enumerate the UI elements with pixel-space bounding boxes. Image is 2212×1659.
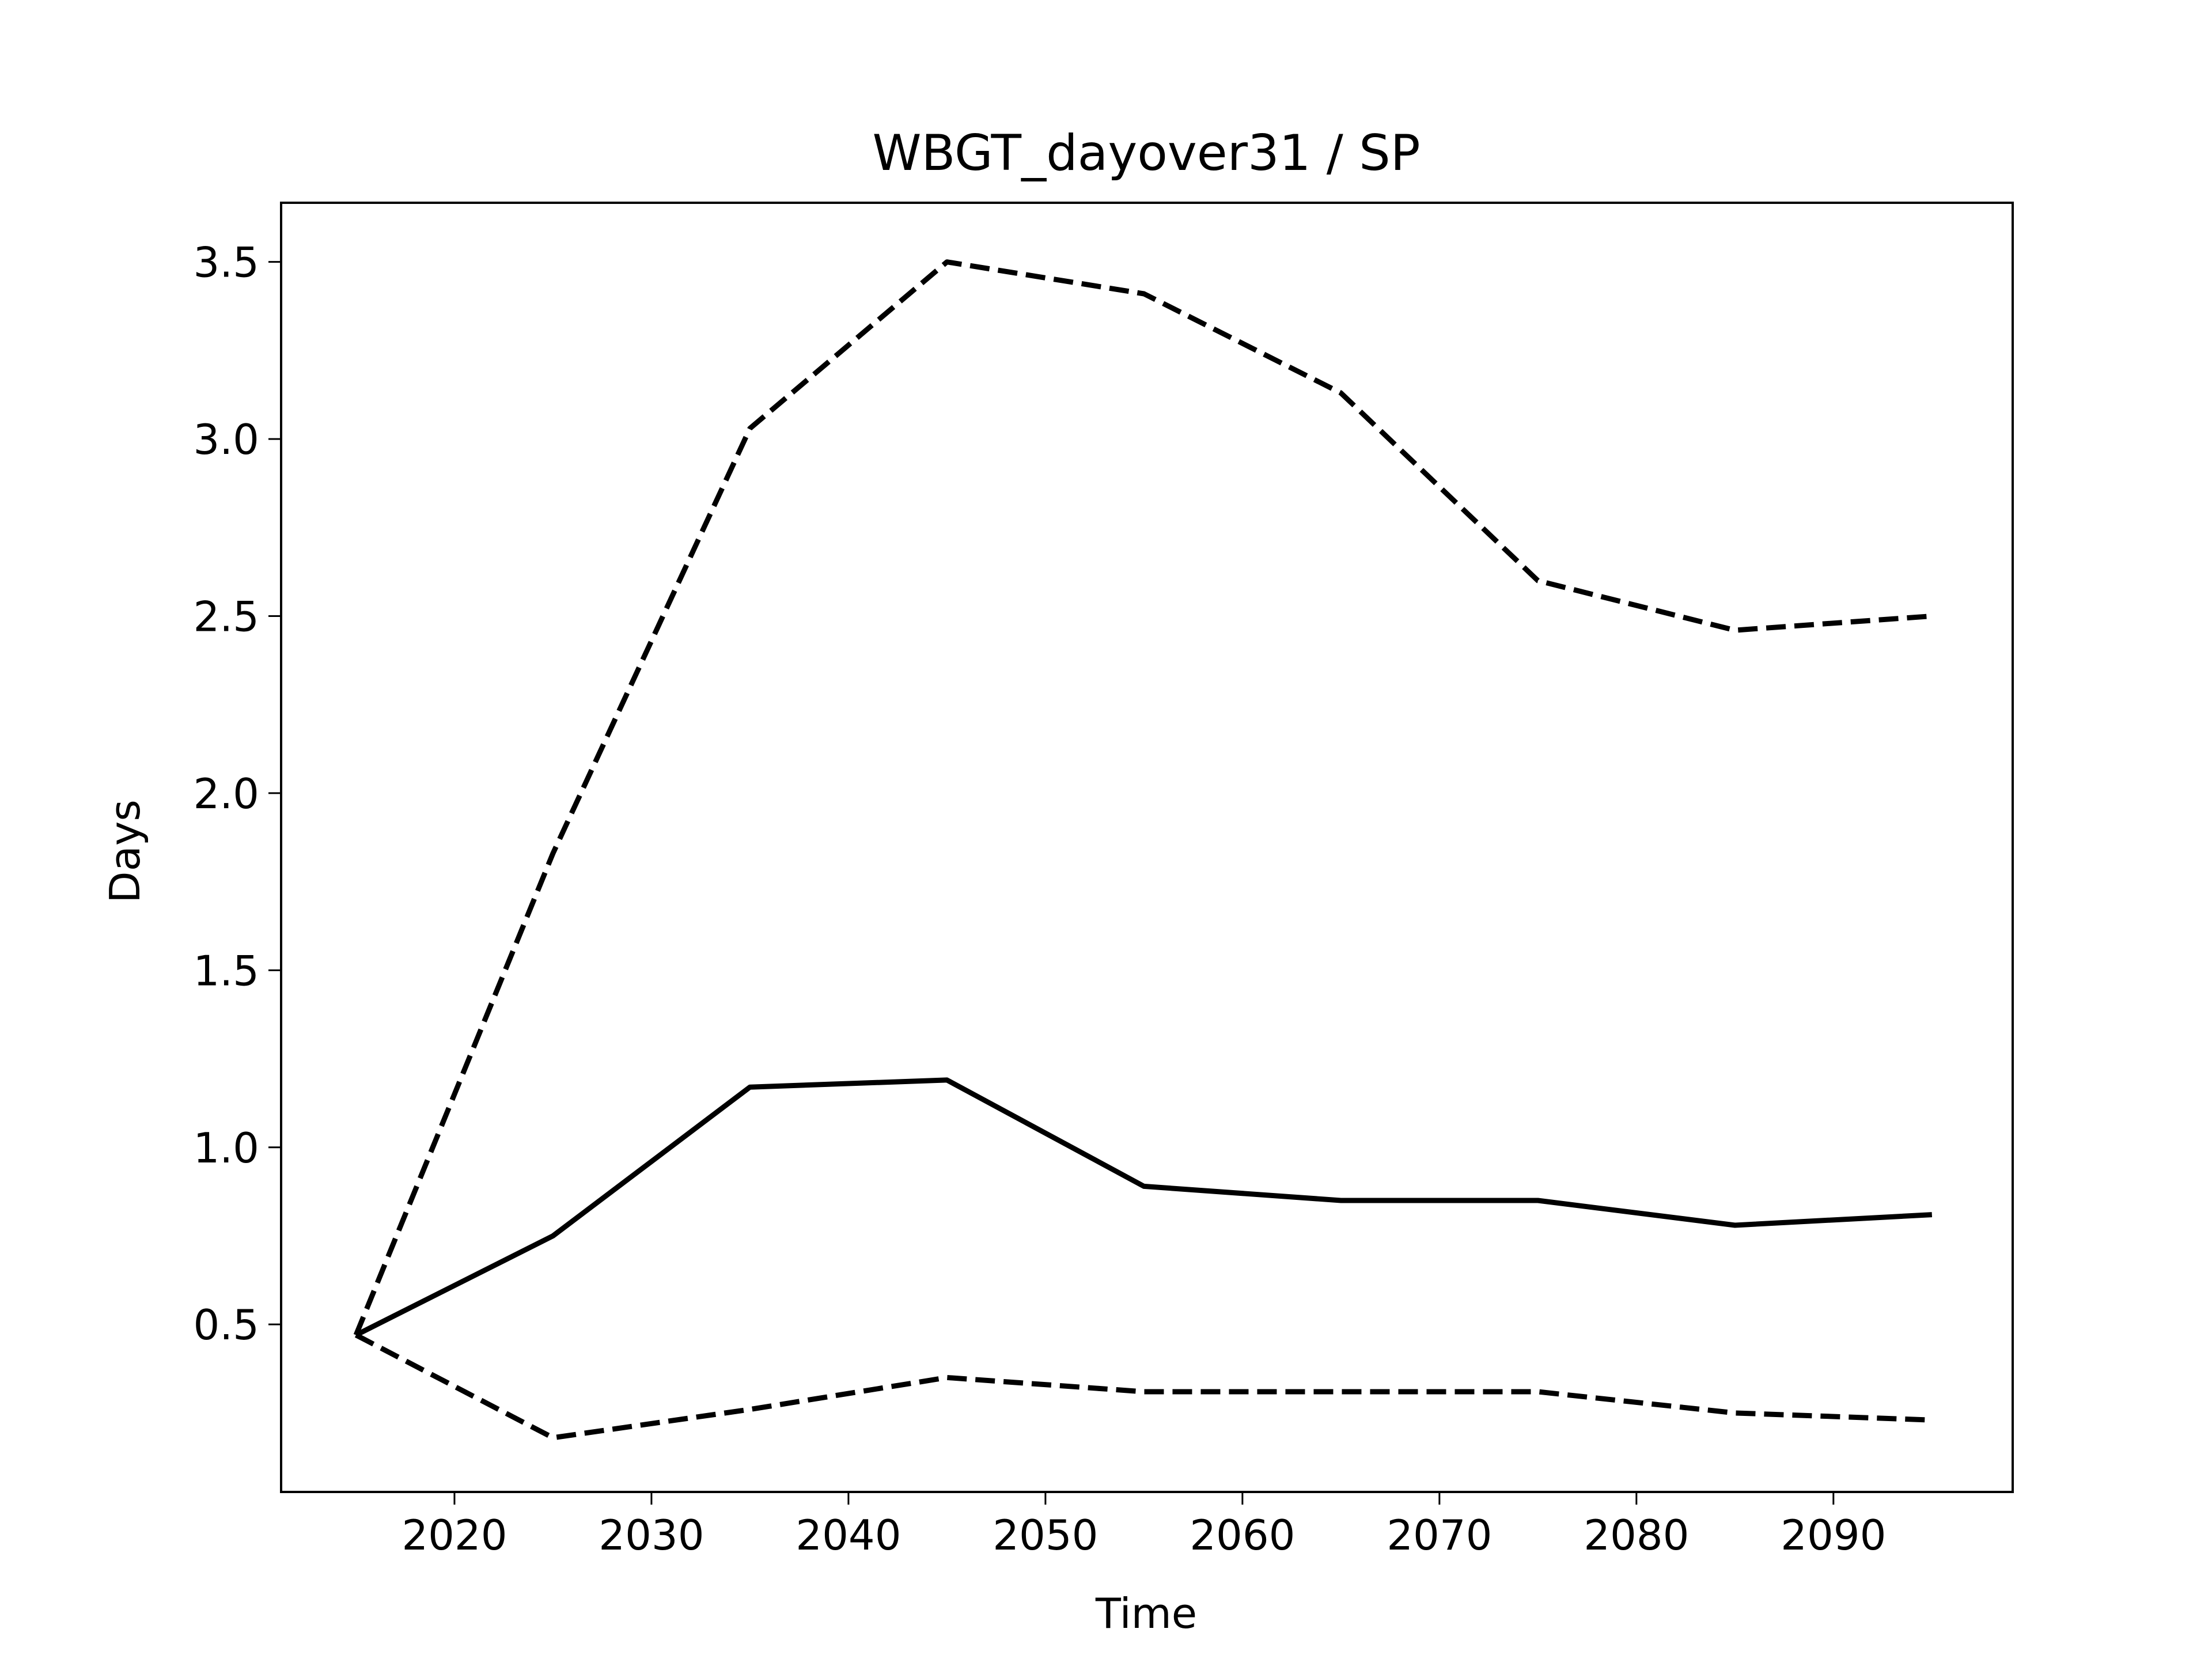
upper-bound-line <box>353 259 1933 1336</box>
plot-frame <box>280 202 2014 1493</box>
x-axis: 2020 2030 2040 2050 2060 2070 2080 2090 <box>402 1492 1886 1559</box>
lower-bound-line <box>354 1332 1932 1441</box>
x-tick-label: 2030 <box>599 1511 704 1559</box>
x-tick-label: 2050 <box>993 1511 1098 1559</box>
y-tick-label: 0.5 <box>193 1301 259 1349</box>
x-tick-label: 2070 <box>1387 1511 1492 1559</box>
plot-area <box>353 259 1933 1441</box>
y-tick-label: 3.5 <box>193 238 259 287</box>
x-tick-label: 2080 <box>1584 1511 1689 1559</box>
y-axis-label: Days <box>101 800 149 903</box>
x-tick-label: 2060 <box>1190 1511 1295 1559</box>
chart-title: WBGT_dayover31 / SP <box>872 124 1420 182</box>
y-tick-label: 3.0 <box>193 415 259 464</box>
median-line <box>354 1077 1933 1338</box>
x-tick-label: 2020 <box>402 1511 507 1559</box>
y-tick-label: 2.0 <box>193 770 259 818</box>
y-tick-label: 1.5 <box>193 946 259 995</box>
y-tick-label: 1.0 <box>193 1124 259 1172</box>
x-tick-label: 2040 <box>796 1511 901 1559</box>
y-tick-label: 2.5 <box>193 593 259 641</box>
x-tick-label: 2090 <box>1781 1511 1886 1559</box>
y-axis: 0.5 1.0 1.5 2.0 2.5 3.0 3.5 <box>193 238 281 1349</box>
x-axis-label: Time <box>1095 1589 1197 1638</box>
